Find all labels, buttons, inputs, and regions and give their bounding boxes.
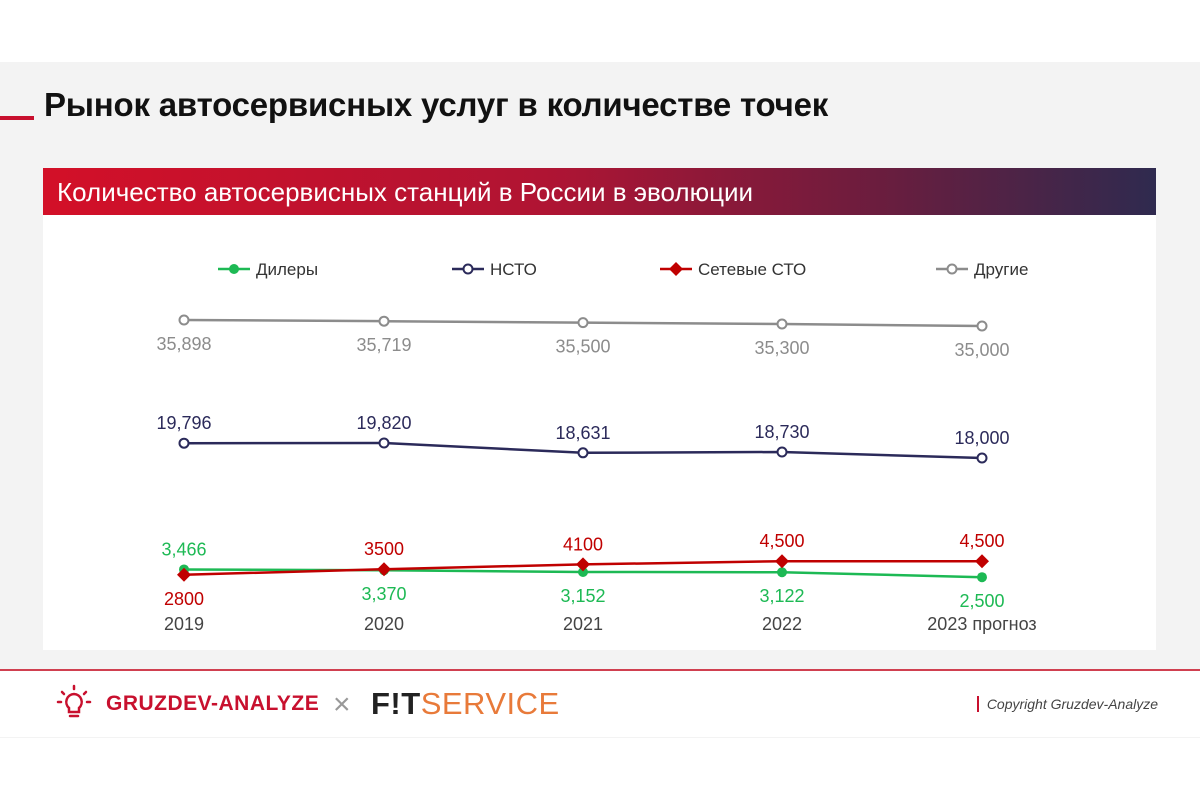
gruzdev-logo: GRUZDEV-ANALYZE — [54, 684, 319, 724]
fitservice-logo: F!TSERVICE — [371, 686, 560, 722]
lightbulb-icon — [56, 684, 92, 718]
footer — [0, 671, 1200, 737]
copyright-text: Copyright Gruzdev-Analyze — [976, 696, 1158, 712]
footer-divider — [0, 669, 1200, 671]
chart-panel — [43, 215, 1156, 650]
logo-separator: × — [333, 688, 351, 721]
title-accent-bar — [0, 116, 34, 120]
page-title: Рынок автосервисных услуг в количестве т… — [44, 86, 829, 123]
chart-banner: Количество автосервисных станций в Росси… — [43, 168, 1156, 215]
fitservice-logo-service: SERVICE — [420, 686, 560, 721]
fitservice-logo-fit: F!T — [371, 686, 421, 721]
chart-banner-text: Количество автосервисных станций в Росси… — [57, 177, 754, 207]
gruzdev-logo-text: GRUZDEV-ANALYZE — [106, 692, 320, 715]
